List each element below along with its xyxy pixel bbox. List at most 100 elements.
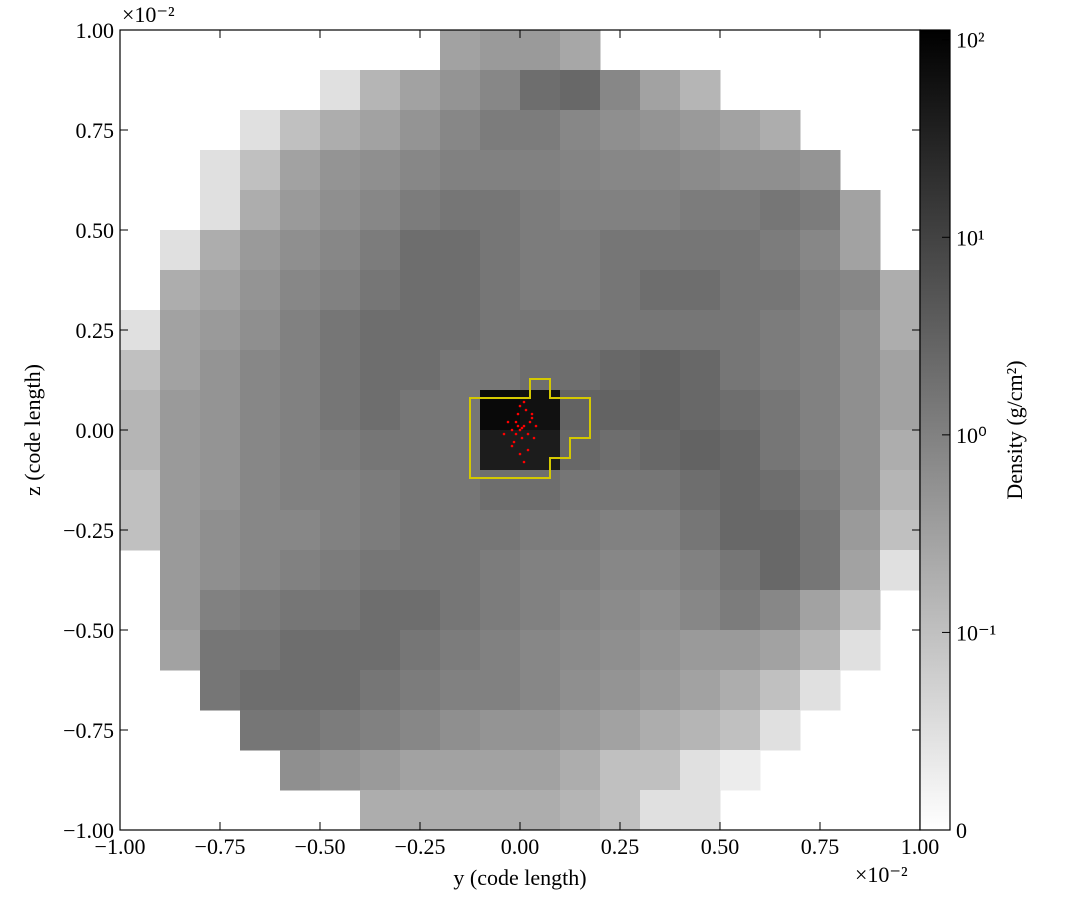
- contour: [469, 378, 591, 479]
- heatmap-cell: [320, 150, 361, 191]
- heatmap-cell: [440, 470, 481, 511]
- heatmap-cell: [320, 70, 361, 111]
- heatmap-cell: [560, 230, 601, 271]
- heatmap-cell: [360, 310, 401, 351]
- heatmap-cell: [600, 310, 641, 351]
- heatmap-cell: [440, 30, 481, 71]
- heatmap-cell: [880, 350, 921, 391]
- heatmap-cell: [400, 310, 441, 351]
- heatmap-cell: [600, 750, 641, 791]
- heatmap-cell: [520, 350, 561, 391]
- heatmap-cell: [480, 790, 521, 831]
- heatmap-cell: [440, 430, 481, 471]
- heatmap-cell: [320, 310, 361, 351]
- heatmap-cell: [200, 630, 241, 671]
- heatmap-cell: [480, 550, 521, 591]
- heatmap-cell: [200, 270, 241, 311]
- heatmap-cell: [800, 390, 841, 431]
- heatmap-cell: [240, 550, 281, 591]
- colorbar-tick-label: 10²: [956, 28, 985, 53]
- heatmap-cell: [600, 150, 641, 191]
- heatmap-cell: [400, 510, 441, 551]
- heatmap-cell: [360, 270, 401, 311]
- heatmap-cell: [400, 390, 441, 431]
- heatmap-cell: [240, 630, 281, 671]
- x-tick-label: 0.50: [701, 834, 740, 859]
- heatmap-cell: [680, 510, 721, 551]
- heatmap-cell: [560, 150, 601, 191]
- heatmap-cell: [720, 110, 761, 151]
- heatmap-cell: [160, 430, 201, 471]
- heatmap-cell: [720, 270, 761, 311]
- heatmap-cell: [840, 630, 881, 671]
- heatmap-cell: [360, 70, 401, 111]
- heatmap-cell: [440, 310, 481, 351]
- heatmap-cell: [600, 550, 641, 591]
- heatmap-cell: [480, 270, 521, 311]
- particle: [530, 412, 534, 416]
- heatmap-cell: [600, 590, 641, 631]
- colorbar: [919, 29, 951, 831]
- heatmap-cell: [600, 110, 641, 151]
- particle: [526, 432, 530, 436]
- heatmap-cell: [480, 510, 521, 551]
- heatmap-cell: [480, 310, 521, 351]
- heatmap-cell: [560, 790, 601, 831]
- heatmap-cell: [640, 430, 681, 471]
- heatmap-cell: [400, 670, 441, 711]
- heatmap-cell: [800, 470, 841, 511]
- heatmap-cell: [120, 470, 161, 511]
- heatmap-cell: [360, 110, 401, 151]
- y-axis-label: z (code length): [20, 364, 45, 496]
- heatmap-cell: [520, 750, 561, 791]
- heatmap-cell: [560, 30, 601, 71]
- heatmap-cell: [640, 670, 681, 711]
- heatmap-cell: [480, 470, 521, 511]
- heatmap-cell: [200, 230, 241, 271]
- heatmap-cell: [320, 350, 361, 391]
- heatmap-cell: [400, 710, 441, 751]
- heatmap-cell: [240, 270, 281, 311]
- heatmap-cell: [320, 710, 361, 751]
- heatmap-cell: [720, 430, 761, 471]
- heatmap-cell: [560, 350, 601, 391]
- heatmap-cell: [240, 470, 281, 511]
- heatmap-cell: [520, 590, 561, 631]
- heatmap-cell: [720, 230, 761, 271]
- heatmap-cell: [520, 70, 561, 111]
- heatmap-cell: [280, 550, 321, 591]
- heatmap-cell: [640, 150, 681, 191]
- heatmap-cell: [480, 710, 521, 751]
- heatmap-cell: [680, 390, 721, 431]
- heatmap-cell: [520, 310, 561, 351]
- heatmap-cell: [400, 230, 441, 271]
- heatmap-cell: [200, 390, 241, 431]
- heatmap-cell: [640, 70, 681, 111]
- heatmap-cell: [560, 110, 601, 151]
- heatmap-cell: [360, 550, 401, 591]
- heatmap-cell: [880, 390, 921, 431]
- heatmap-cell: [600, 670, 641, 711]
- heatmap-cell: [360, 590, 401, 631]
- heatmap-cell: [400, 470, 441, 511]
- heatmap-cell: [560, 190, 601, 231]
- heatmap-cell: [520, 510, 561, 551]
- heatmap-cell: [560, 510, 601, 551]
- particle: [518, 404, 522, 408]
- heatmap-cell: [800, 430, 841, 471]
- heatmap-cell: [240, 310, 281, 351]
- heatmap-cell: [200, 430, 241, 471]
- heatmap-cell: [720, 630, 761, 671]
- heatmap-cell: [560, 590, 601, 631]
- heatmap-cell: [800, 190, 841, 231]
- heatmap-cell: [800, 230, 841, 271]
- heatmap-cell: [480, 430, 521, 471]
- heatmap-cell: [320, 190, 361, 231]
- heatmap-cell: [560, 630, 601, 671]
- heatmap-cell: [480, 70, 521, 111]
- heatmap-cell: [440, 110, 481, 151]
- heatmap-cell: [600, 270, 641, 311]
- heatmap-cell: [240, 430, 281, 471]
- particle: [514, 420, 518, 424]
